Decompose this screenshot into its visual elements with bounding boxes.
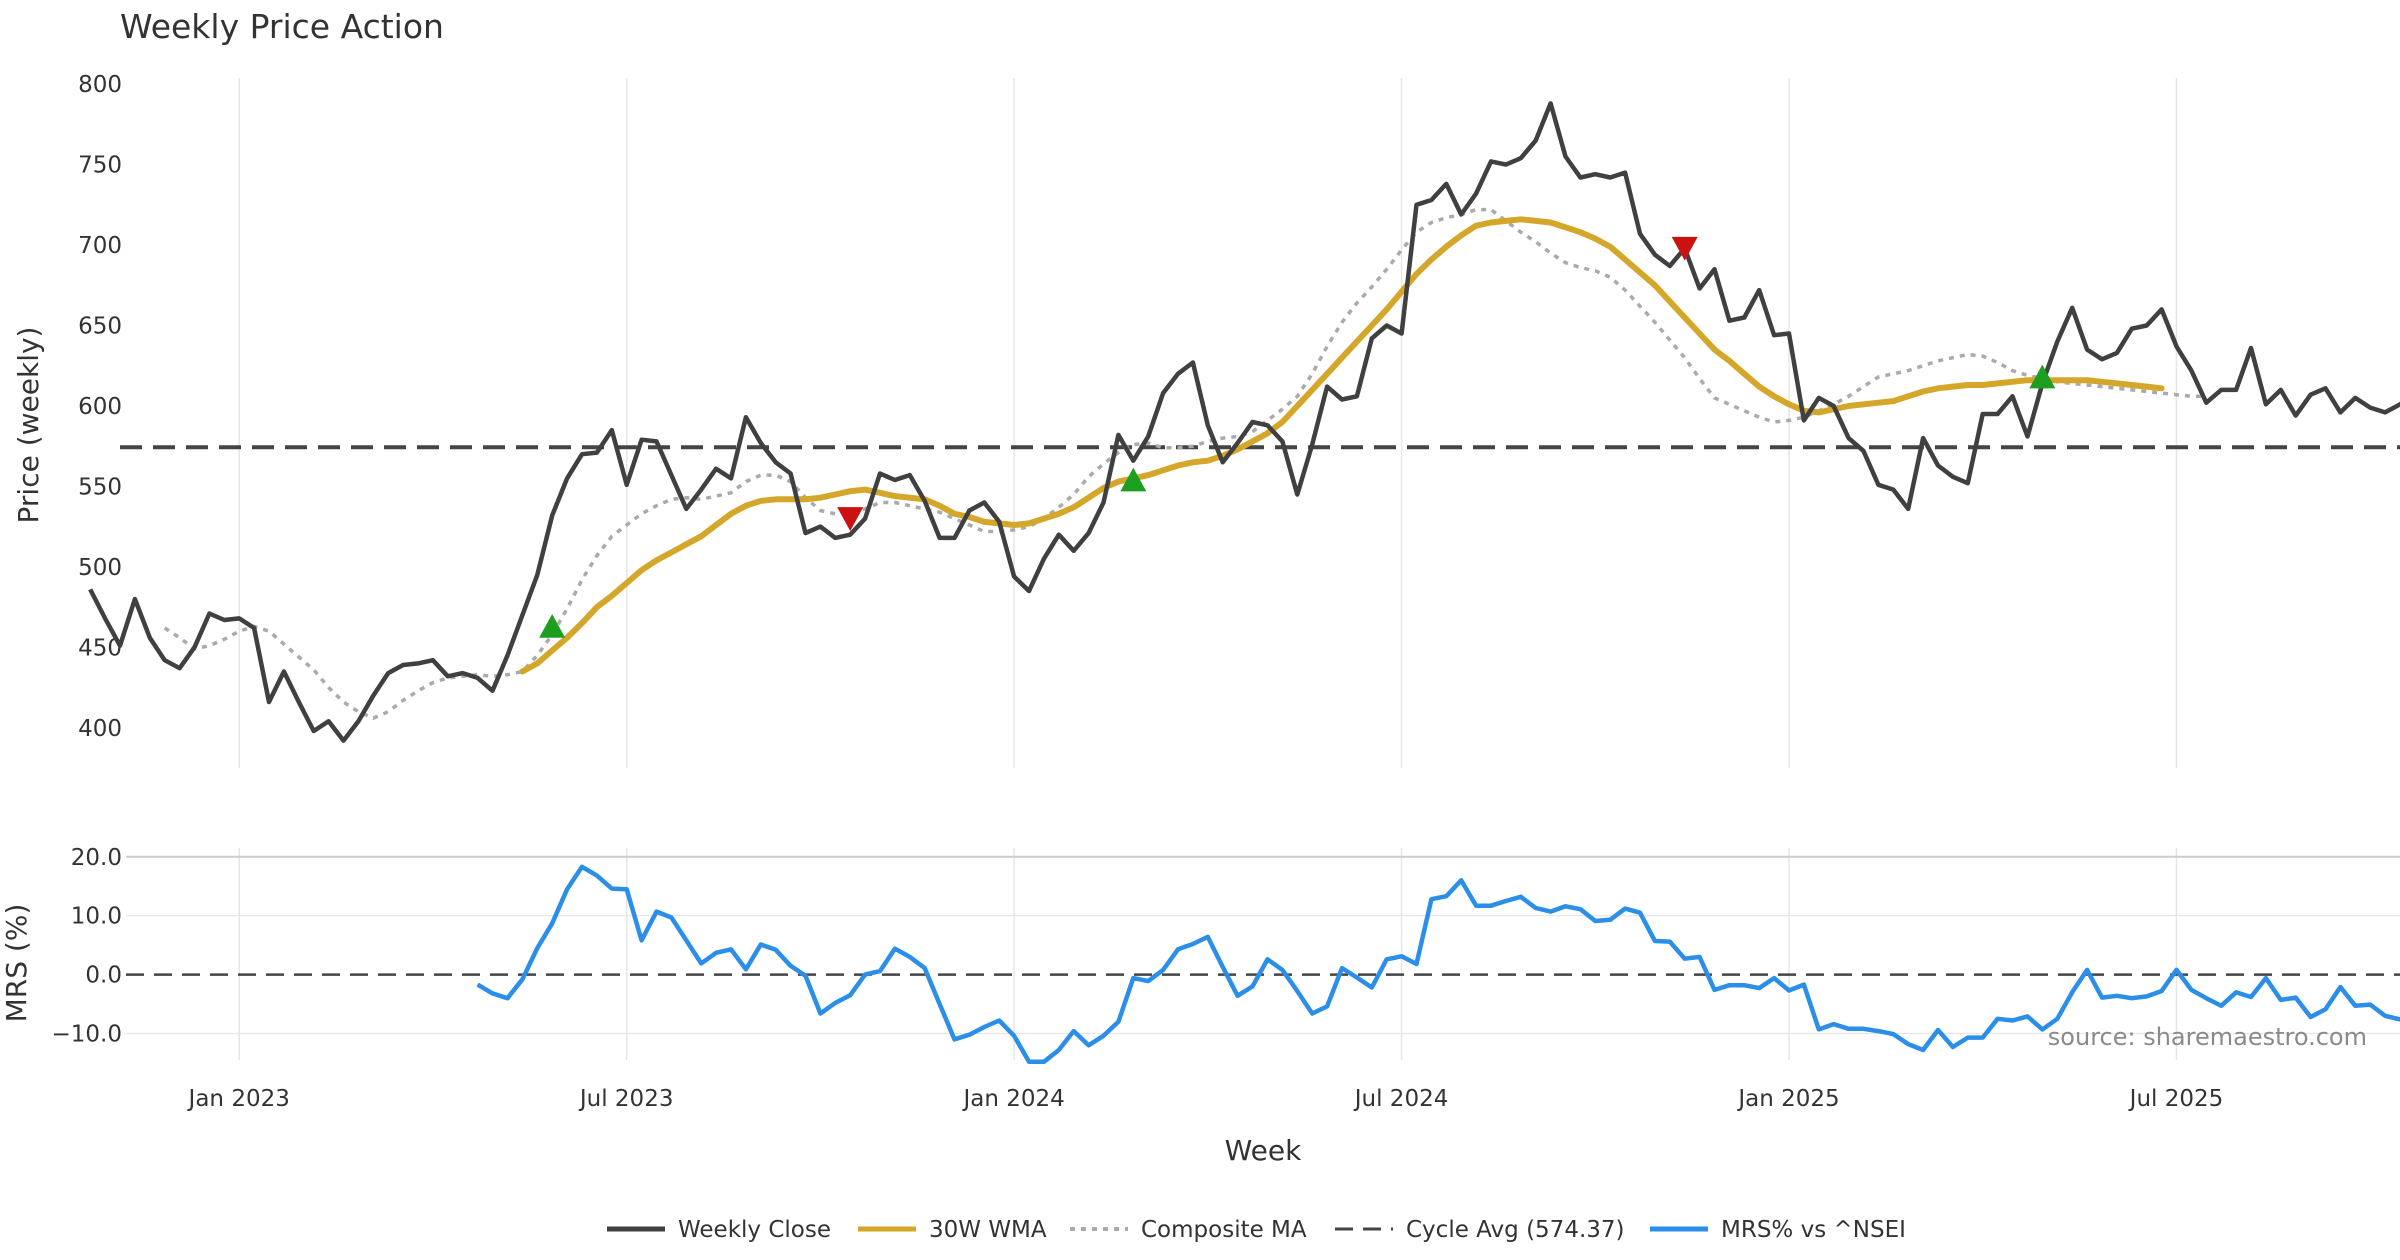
sell-signal-marker	[1671, 236, 1698, 261]
legend-label: MRS% vs ^NSEI	[1721, 1217, 1906, 1243]
mrs-y-tick-label: 0.0	[85, 963, 122, 989]
source-note: source: sharemaestro.com	[2048, 1023, 2367, 1051]
x-tick-label: Jul 2023	[578, 1086, 674, 1112]
x-tick-label: Jul 2025	[2128, 1086, 2224, 1112]
mrs-line	[476, 864, 2400, 1065]
composite-ma-line	[163, 207, 2207, 720]
buy-signal-marker	[1120, 467, 1147, 492]
price-y-tick-label: 550	[78, 474, 122, 500]
legend-label: 30W WMA	[929, 1217, 1047, 1243]
legend-label: Composite MA	[1141, 1217, 1307, 1243]
buy-signal-marker	[539, 614, 566, 638]
x-tick-label: Jan 2023	[187, 1086, 290, 1112]
x-tick-label: Jan 2025	[1736, 1086, 1839, 1112]
price-grid	[238, 78, 2178, 768]
x-axis: Jan 2023 Jul 2023 Jan 2024 Jul 2024 Jan 2025…	[187, 1086, 2224, 1112]
price-y-tick-label: 650	[78, 314, 122, 340]
legend: Weekly Close 30W WMA Composite MA Cycle Avg…	[607, 1217, 1906, 1243]
weekly-close-line	[88, 101, 2400, 743]
mrs-panel: −10.0 0.0 10.0 20.0	[52, 845, 2400, 1065]
x-tick-label: Jan 2024	[961, 1086, 1064, 1112]
price-y-tick-label: 800	[78, 72, 122, 98]
price-y-tick-label: 500	[78, 555, 122, 581]
price-y-tick-label: 400	[78, 716, 122, 742]
mrs-y-tick-label: 20.0	[71, 845, 122, 871]
buy-signal-marker	[2029, 364, 2056, 389]
legend-label: Cycle Avg (574.37)	[1406, 1217, 1625, 1243]
x-tick-label: Jul 2024	[1353, 1086, 1449, 1112]
chart-title: Weekly Price Action	[120, 7, 444, 46]
mrs-y-axis-label: MRS (%)	[0, 904, 33, 1023]
legend-label: Weekly Close	[678, 1217, 831, 1243]
price-y-tick-label: 600	[78, 394, 122, 420]
mrs-y-tick-label: −10.0	[52, 1021, 122, 1047]
price-y-tick-label: 750	[78, 153, 122, 179]
price-y-axis-label: Price (weekly)	[12, 327, 45, 524]
x-axis-label: Week	[1225, 1134, 1302, 1167]
mrs-y-tick-label: 10.0	[71, 904, 122, 930]
sell-signal-marker	[837, 507, 864, 531]
mrs-grid	[126, 848, 2400, 1060]
price-y-tick-label: 700	[78, 233, 122, 259]
